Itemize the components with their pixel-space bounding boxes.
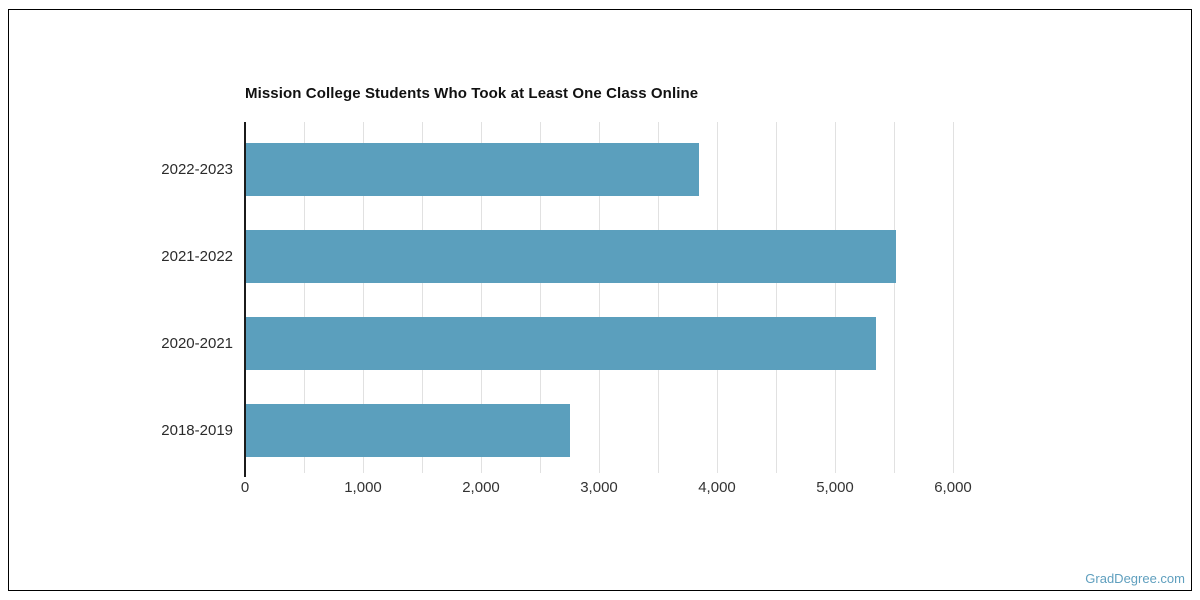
gridline (776, 122, 777, 473)
bar-2018-2019[interactable] (246, 404, 570, 457)
x-axis-tick-label: 1,000 (344, 479, 382, 496)
bar-2020-2021[interactable] (246, 317, 876, 370)
gridline (304, 122, 305, 473)
gridline (717, 122, 718, 473)
y-axis-label: 2021-2022 (161, 247, 233, 265)
x-axis-tick-label: 4,000 (698, 479, 736, 496)
gridline (953, 122, 954, 473)
chart-title: Mission College Students Who Took at Lea… (245, 85, 699, 102)
gridline (835, 122, 836, 473)
gridline (599, 122, 600, 473)
x-axis-tick-label: 2,000 (462, 479, 500, 496)
gridline (422, 122, 423, 473)
x-axis-tick-label: 0 (240, 479, 250, 496)
y-axis-label: 2020-2021 (161, 334, 233, 352)
gridline (658, 122, 659, 473)
y-axis-line (244, 122, 246, 477)
x-axis-tick-label: 3,000 (580, 479, 618, 496)
y-axis-label: 2018-2019 (161, 421, 233, 439)
gridline (540, 122, 541, 473)
x-axis-tick-label: 5,000 (816, 479, 854, 496)
page-border (8, 9, 1192, 591)
y-axis-label: 2022-2023 (161, 160, 233, 178)
gridline (894, 122, 895, 473)
watermark-link[interactable]: GradDegree.com (1085, 571, 1185, 586)
bar-2022-2023[interactable] (246, 143, 699, 196)
gridline (363, 122, 364, 473)
gridline (481, 122, 482, 473)
bar-2021-2022[interactable] (246, 230, 896, 283)
x-axis-tick-label: 6,000 (934, 479, 972, 496)
